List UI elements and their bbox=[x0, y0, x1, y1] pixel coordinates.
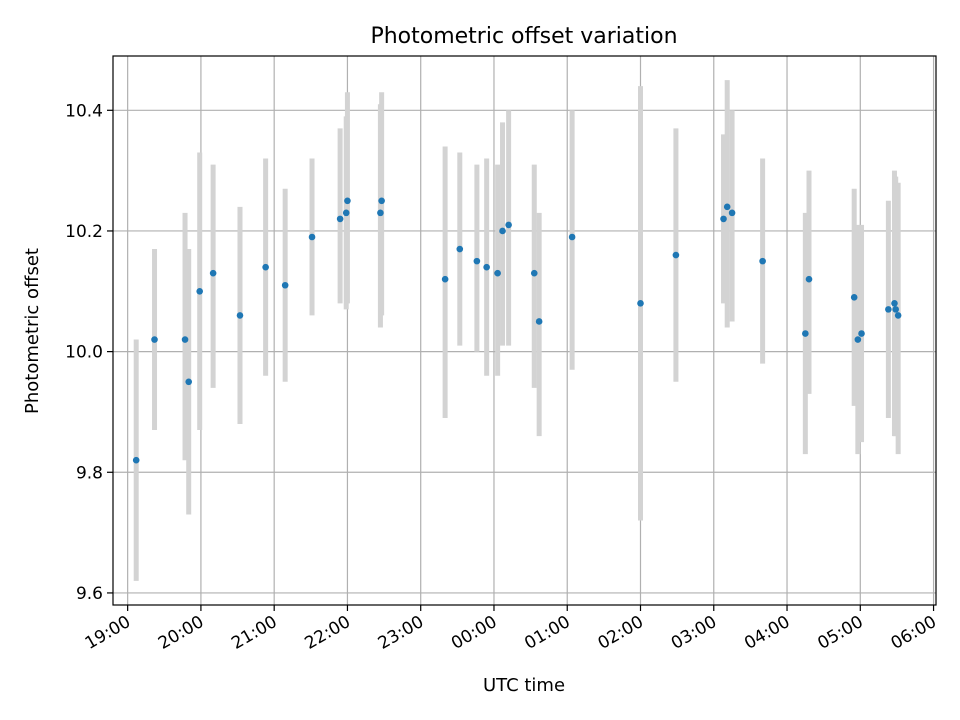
data-point bbox=[185, 378, 193, 386]
chart-title: Photometric offset variation bbox=[370, 24, 677, 49]
data-point bbox=[720, 215, 727, 223]
y-tick-label: 9.6 bbox=[76, 584, 103, 604]
x-tick-label: 23:00 bbox=[375, 612, 427, 654]
data-point bbox=[378, 197, 385, 205]
data-point bbox=[894, 312, 902, 319]
y-tick-label: 10.0 bbox=[65, 343, 103, 363]
y-tick-label: 10.2 bbox=[65, 222, 103, 242]
data-point bbox=[759, 257, 766, 265]
y-tick-label: 10.4 bbox=[65, 101, 103, 121]
data-point bbox=[728, 209, 736, 217]
data-point bbox=[441, 275, 449, 283]
x-tick-label: 00:00 bbox=[448, 612, 500, 654]
x-tick-label: 01:00 bbox=[521, 612, 573, 654]
data-point bbox=[196, 287, 203, 295]
data-point bbox=[181, 336, 189, 343]
x-tick-label: 20:00 bbox=[155, 612, 207, 654]
data-point bbox=[802, 330, 809, 337]
data-point bbox=[637, 300, 644, 307]
data-point bbox=[209, 269, 217, 277]
x-axis-ticks: 19:00 20:00 21:00 22:00 23:00 00:00 01:00 02:00… bbox=[82, 605, 940, 654]
data-points bbox=[132, 197, 902, 464]
y-axis-label: Photometric offset bbox=[22, 248, 43, 414]
data-point bbox=[281, 281, 289, 289]
data-point bbox=[723, 203, 731, 211]
data-point bbox=[456, 245, 464, 253]
data-point bbox=[805, 275, 813, 283]
data-point bbox=[850, 294, 858, 301]
data-point bbox=[342, 209, 350, 217]
y-tick-label: 9.8 bbox=[76, 463, 103, 483]
data-point bbox=[858, 330, 865, 337]
x-tick-label: 04:00 bbox=[741, 612, 793, 654]
data-point bbox=[473, 257, 481, 265]
x-tick-label: 22:00 bbox=[302, 612, 354, 654]
data-point bbox=[494, 269, 501, 277]
x-tick-label: 19:00 bbox=[82, 612, 134, 654]
data-point bbox=[885, 306, 892, 313]
data-point bbox=[854, 336, 862, 343]
x-tick-label: 02:00 bbox=[595, 612, 647, 654]
data-point bbox=[672, 251, 680, 259]
data-point bbox=[505, 221, 512, 229]
error-bars bbox=[133, 80, 901, 581]
data-point bbox=[891, 300, 898, 307]
plot-frame bbox=[112, 55, 937, 606]
x-tick-label: 05:00 bbox=[814, 612, 866, 654]
grid bbox=[113, 56, 936, 605]
data-point bbox=[892, 306, 900, 313]
data-point bbox=[132, 456, 140, 464]
data-point bbox=[236, 312, 244, 319]
x-tick-label: 21:00 bbox=[228, 612, 280, 654]
data-point bbox=[499, 227, 506, 235]
data-point bbox=[483, 263, 490, 271]
data-point bbox=[308, 233, 316, 241]
x-tick-label: 06:00 bbox=[888, 612, 940, 654]
x-tick-label: 03:00 bbox=[668, 612, 720, 654]
data-point bbox=[535, 318, 543, 325]
data-point bbox=[344, 197, 351, 205]
data-point bbox=[336, 215, 344, 223]
data-point bbox=[151, 336, 158, 343]
y-axis-ticks: 9.6 9.8 10.0 10.2 10.4 bbox=[65, 101, 113, 604]
data-point bbox=[262, 263, 269, 271]
x-axis-label: UTC time bbox=[483, 675, 565, 696]
data-point bbox=[377, 209, 384, 217]
data-point bbox=[568, 233, 576, 241]
data-point bbox=[530, 269, 538, 277]
